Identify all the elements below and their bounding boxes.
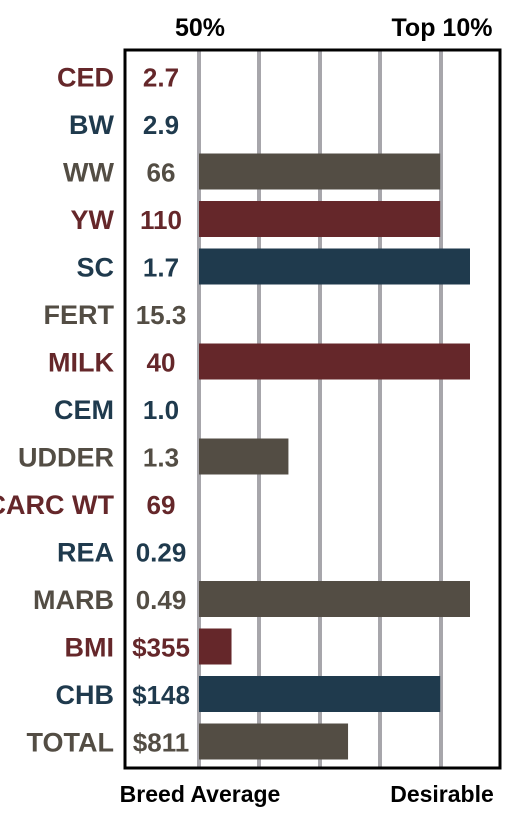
top-label-left: 50% [175, 14, 225, 42]
row-label: YW [71, 205, 115, 235]
row-label: CEM [54, 395, 114, 425]
row-label: TOTAL [27, 728, 115, 758]
value-label: 40 [147, 348, 176, 378]
value-label: $355 [132, 633, 190, 663]
bar [199, 438, 289, 475]
bar [199, 676, 441, 712]
value-label: 110 [140, 205, 182, 235]
value-label: 0.49 [136, 585, 187, 615]
row-label: FERT [44, 300, 115, 330]
bottom-label-left: Breed Average [120, 781, 281, 807]
row-label: MARB [33, 585, 114, 615]
bar [199, 581, 470, 617]
value-label: $811 [133, 728, 189, 758]
row-label: SC [76, 253, 114, 283]
bars [199, 153, 470, 760]
value-label: 2.7 [143, 63, 179, 93]
value-label: 2.9 [143, 110, 179, 140]
bar [199, 201, 441, 237]
chart-frame [123, 48, 502, 770]
value-label: 69 [147, 490, 176, 520]
row-labels: CED BW WW YW SC FERT MILK CEM UDDER CARC WT REA MAR… [0, 63, 115, 758]
value-label: 15.3 [136, 300, 187, 330]
row-label: CHB [56, 680, 115, 710]
value-label: 1.0 [143, 395, 179, 425]
row-label: BW [69, 110, 114, 140]
row-label: REA [57, 538, 114, 568]
bar [199, 248, 470, 285]
value-labels: 2.7 2.9 66 110 1.7 15.3 40 1.0 1.3 69 0.29 0.49 $355… [132, 63, 190, 758]
bar [199, 723, 349, 760]
row-label: CED [57, 63, 114, 93]
bar [199, 343, 470, 380]
row-label: BMI [65, 633, 115, 663]
value-label: 0.29 [136, 538, 187, 568]
row-label: WW [63, 158, 114, 188]
bar [199, 628, 232, 665]
row-label: UDDER [18, 443, 114, 473]
row-label: MILK [48, 348, 114, 378]
bottom-label-right: Desirable [390, 781, 494, 807]
value-label: $148 [132, 680, 190, 710]
value-label: 66 [147, 158, 176, 188]
value-label: 1.3 [143, 443, 179, 473]
row-label: CARC WT [0, 490, 114, 520]
value-label: 1.7 [143, 253, 179, 283]
bar [199, 153, 441, 190]
top-label-right: Top 10% [392, 14, 493, 42]
